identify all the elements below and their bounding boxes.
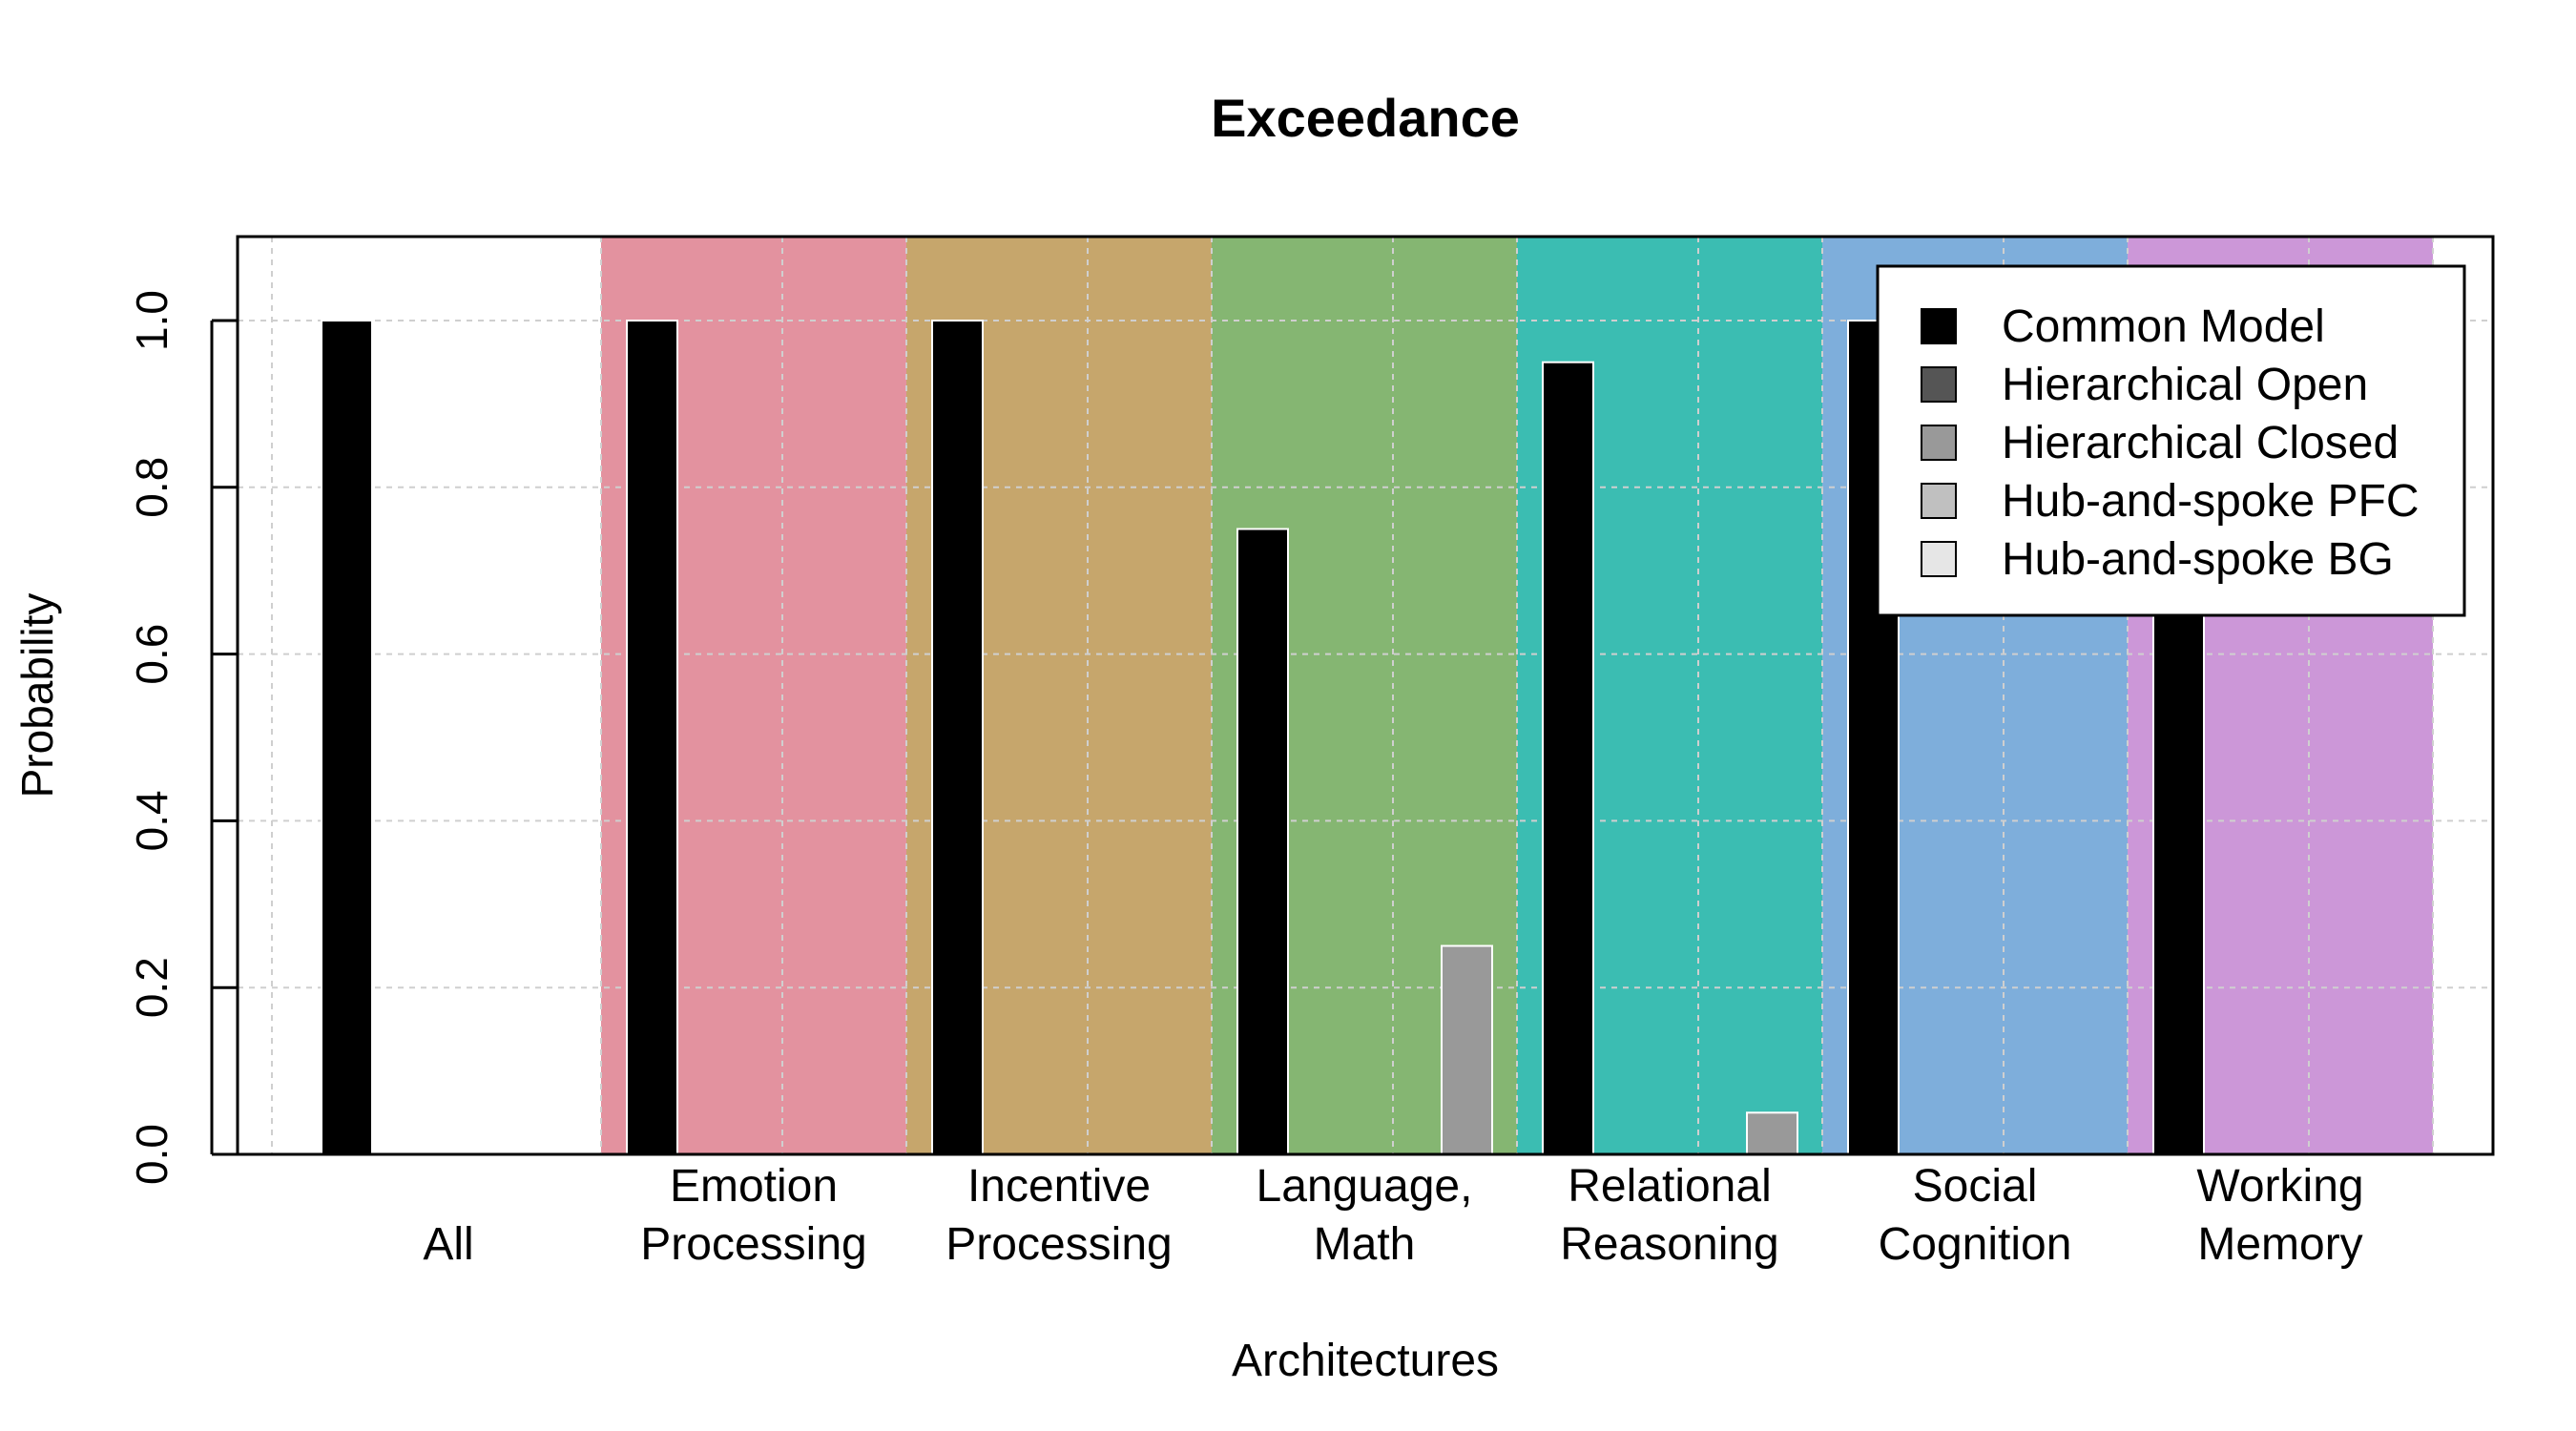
bar-common-model-4 <box>1542 361 1594 1155</box>
bar-hierarchical-closed-3 <box>1441 944 1493 1155</box>
bar-common-model-0 <box>321 320 373 1155</box>
y-tick-label-4: 0.8 <box>127 457 177 518</box>
legend-label-0: Common Model <box>2002 301 2325 352</box>
legend-swatch-1 <box>1921 366 1957 403</box>
x-tick-label-2-line-1: Processing <box>945 1219 1172 1270</box>
legend-swatch-4 <box>1921 541 1957 577</box>
y-tick-label-5: 1.0 <box>127 290 177 351</box>
x-axis-title: Architectures <box>1232 1336 1499 1386</box>
x-tick-label-6-line-0: Working <box>2196 1161 2363 1212</box>
x-tick-label-5-line-0: Social <box>1913 1161 2038 1212</box>
plot-frame <box>236 235 2495 1156</box>
y-tick-label-1: 0.2 <box>127 957 177 1018</box>
legend-label-4: Hub-and-spoke BG <box>2002 534 2394 585</box>
x-axis: All Emotion Processing Incentive Processing L… <box>423 1161 2363 1270</box>
legend: Common Model Hierarchical Open Hierarchica… <box>1876 264 2466 617</box>
y-tick-label-3: 0.6 <box>127 624 177 685</box>
legend-box <box>1876 264 2466 617</box>
bar-common-model-1 <box>626 320 678 1155</box>
x-tick-label-5-line-1: Cognition <box>1879 1219 2072 1270</box>
bar-common-model-2 <box>931 320 984 1155</box>
x-tick-label-0-line-1: All <box>423 1219 473 1270</box>
y-axis-title: Probability <box>12 593 62 798</box>
x-tick-label-4-line-0: Relational <box>1568 1161 1771 1212</box>
legend-label-2: Hierarchical Closed <box>2002 418 2399 468</box>
y-axis: 0.0 0.2 0.4 0.6 0.8 1.0 <box>127 290 238 1185</box>
legend-swatch-0 <box>1921 308 1957 344</box>
legend-swatch-2 <box>1921 425 1957 461</box>
chart-title: Exceedance <box>1211 88 1520 148</box>
x-tick-label-3-line-1: Math <box>1314 1219 1416 1270</box>
legend-label-1: Hierarchical Open <box>2002 360 2368 410</box>
y-tick-label-0: 0.0 <box>127 1124 177 1185</box>
x-tick-label-3-line-0: Language, <box>1257 1161 1473 1212</box>
bars <box>321 320 2205 1156</box>
x-tick-label-1-line-0: Emotion <box>670 1161 838 1212</box>
x-tick-label-4-line-1: Reasoning <box>1560 1219 1779 1270</box>
bar-common-model-3 <box>1236 528 1289 1155</box>
legend-label-3: Hub-and-spoke PFC <box>2002 476 2420 527</box>
bar-hierarchical-closed-4 <box>1746 1111 1798 1156</box>
bar-common-model-5 <box>1847 320 1900 1155</box>
y-tick-label-2: 0.4 <box>127 790 177 851</box>
legend-swatch-3 <box>1921 483 1957 519</box>
x-tick-label-6-line-1: Memory <box>2197 1219 2362 1270</box>
x-tick-label-2-line-0: Incentive <box>967 1161 1151 1212</box>
x-tick-label-1-line-1: Processing <box>640 1219 866 1270</box>
